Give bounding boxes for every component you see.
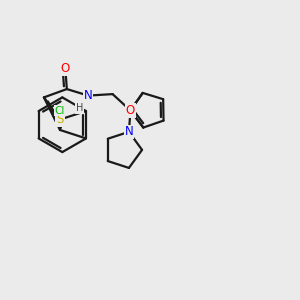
Text: O: O xyxy=(126,104,135,117)
Text: N: N xyxy=(84,89,93,102)
Text: Cl: Cl xyxy=(55,106,65,116)
Text: H: H xyxy=(76,103,83,113)
Text: S: S xyxy=(56,113,64,126)
Text: O: O xyxy=(61,62,70,75)
Text: N: N xyxy=(124,125,133,138)
